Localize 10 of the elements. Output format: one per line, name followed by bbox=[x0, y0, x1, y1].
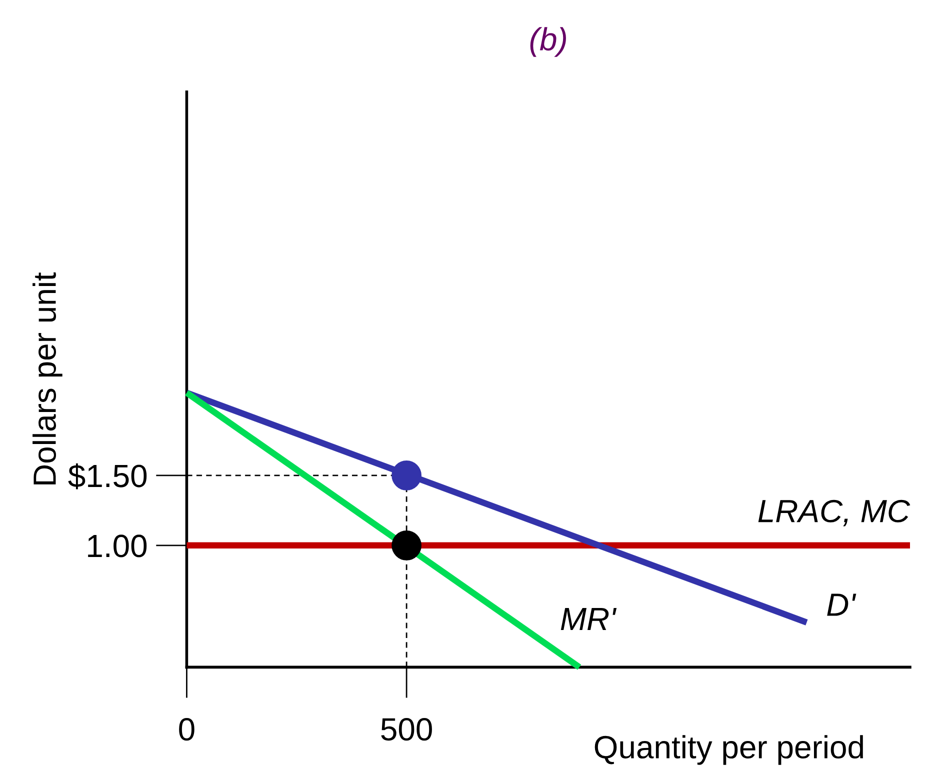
x-tick-label: 0 bbox=[179, 718, 194, 741]
x-tick-label: 500 bbox=[381, 718, 432, 741]
series-label: D' bbox=[827, 594, 856, 616]
y-axis-title: Dollars per unit bbox=[32, 272, 62, 484]
x-axis-title: Quantity per period bbox=[594, 735, 863, 765]
series-label: MR' bbox=[560, 608, 617, 630]
y-tick-label: 1.00 bbox=[88, 534, 147, 558]
y-tick-label: $1.50 bbox=[68, 463, 147, 490]
chart-title: (b) bbox=[530, 27, 566, 57]
series-label: LRAC, MC bbox=[758, 500, 910, 526]
